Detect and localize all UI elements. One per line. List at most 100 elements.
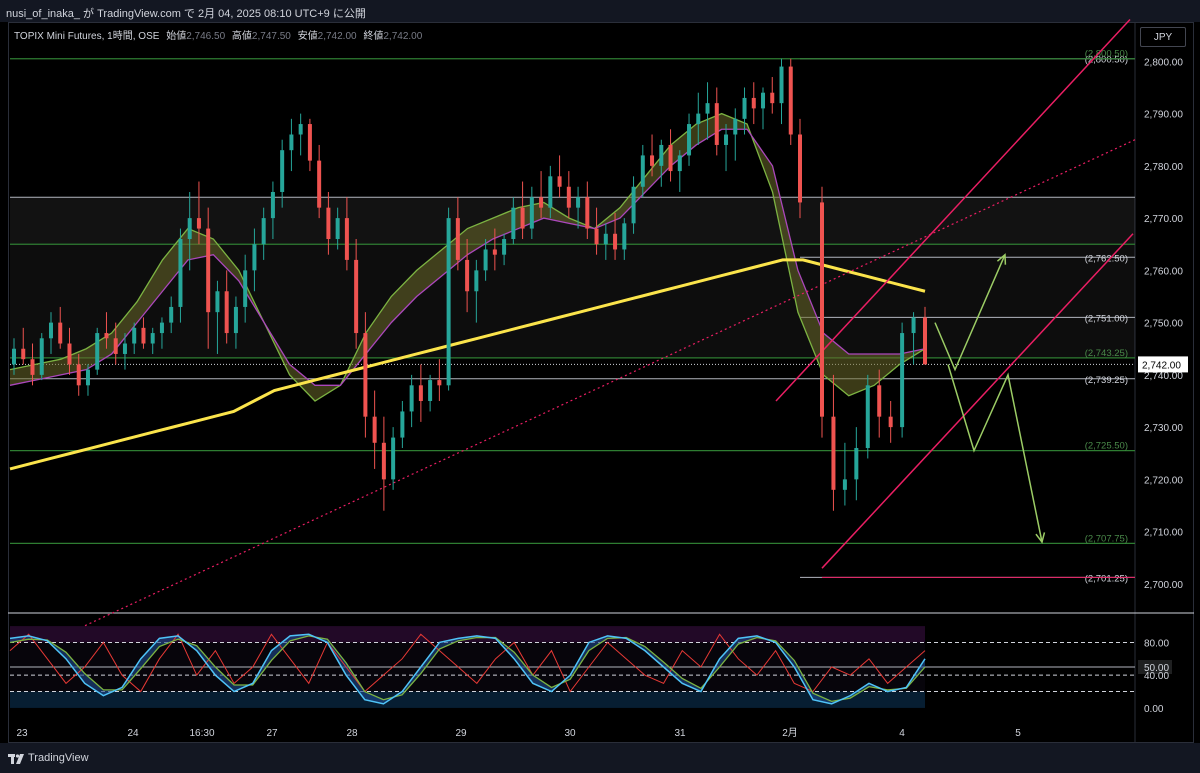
price-level-label: (2,762.50) <box>1085 253 1128 264</box>
candle-body <box>298 124 303 135</box>
candle-body <box>548 176 553 208</box>
candle-body <box>865 385 870 449</box>
x-tick-label: 29 <box>455 728 467 739</box>
candle-body <box>381 442 386 480</box>
x-tick-label: 24 <box>127 728 139 739</box>
candle-body <box>520 207 525 229</box>
projection-arrow-up-head <box>996 253 1007 265</box>
x-tick-label: 2月 <box>782 727 798 739</box>
high-label: 高値 <box>231 31 252 42</box>
currency-button[interactable]: JPY <box>1140 27 1186 47</box>
stoch-50-badge <box>1138 660 1172 674</box>
candle-body <box>911 317 916 334</box>
y-tick-label: 2,730.00 <box>1144 423 1183 434</box>
candle-body <box>12 348 16 365</box>
candle-body <box>159 322 164 334</box>
projection-arrow-up <box>934 254 1006 372</box>
candle-body <box>196 218 201 229</box>
stoch-y-tick-label: 50.00 <box>1144 663 1169 674</box>
y-tick-label: 2,800.00 <box>1144 57 1183 68</box>
y-tick-label: 2,780.00 <box>1144 162 1183 173</box>
candle-body <box>437 380 442 386</box>
candle-body <box>48 322 53 339</box>
candle-body <box>150 333 155 344</box>
current-price-badge <box>1138 356 1188 373</box>
price-level-label: (2,739.25) <box>1085 375 1128 386</box>
candle-body <box>594 228 599 245</box>
candle-body <box>714 103 719 145</box>
y-tick-label: 2,700.00 <box>1144 580 1183 591</box>
candle-body <box>326 207 331 240</box>
y-tick-label: 2,790.00 <box>1144 110 1183 121</box>
x-tick-label: 23 <box>16 728 28 739</box>
candle-body <box>854 448 859 480</box>
candle-body <box>687 124 692 156</box>
footer-brand: TradingView <box>28 752 89 764</box>
candle-body <box>877 385 882 417</box>
candle-body <box>474 270 479 292</box>
stoch-k-line <box>9 633 926 705</box>
candle-body <box>613 233 618 250</box>
high-value: 2,747.50 <box>251 31 291 42</box>
candle-body <box>391 437 396 480</box>
y-tick-label: 2,760.00 <box>1144 266 1183 277</box>
price-level-label: (2,800.50) <box>1085 55 1128 66</box>
candle-body <box>742 97 747 119</box>
candle-body <box>317 160 322 208</box>
footer-bar: TradingView <box>0 743 1200 773</box>
candle-body <box>831 416 836 490</box>
candle-body <box>289 134 294 151</box>
candle-body <box>640 155 645 187</box>
channel-upper-line <box>775 19 1131 402</box>
candle-body <box>779 66 784 104</box>
candle-body <box>770 92 775 104</box>
candle-body <box>511 207 516 240</box>
candle-body <box>751 97 756 109</box>
x-tick-label: 5 <box>1015 728 1021 739</box>
stoch-oversold-zone <box>10 691 925 708</box>
y-tick-label: 2,750.00 <box>1144 319 1183 330</box>
price-level-label: (2,725.50) <box>1085 441 1128 452</box>
candle-body <box>622 223 627 250</box>
candle-body <box>798 134 802 203</box>
stoch-y-tick-label: 40.00 <box>1144 671 1169 682</box>
candle-body <box>21 348 26 360</box>
symbol-title: TOPIX Mini Futures, 1時間, OSE <box>14 31 160 42</box>
candle-body <box>650 155 655 166</box>
projection-arrow-down <box>947 364 1043 543</box>
candle-body <box>85 369 90 386</box>
candle-body <box>104 333 109 339</box>
stoch-rsi-line <box>9 633 926 693</box>
candle-body <box>603 233 608 245</box>
candle-body <box>696 113 701 125</box>
candle-body <box>400 411 405 438</box>
publish-text: nusi_of_inaka_ が TradingView.com で 2月 04… <box>6 8 366 20</box>
candle-body <box>428 380 433 401</box>
candle-body <box>95 333 100 370</box>
candle-body <box>224 291 229 334</box>
candle-body <box>888 416 893 428</box>
y-tick-label: 2,710.00 <box>1144 528 1183 539</box>
candle-body <box>76 364 81 386</box>
candle-body <box>58 322 63 344</box>
symbol-legend: TOPIX Mini Futures, 1時間, OSE 始値2,746.50 … <box>14 27 422 42</box>
candle-body <box>539 197 544 208</box>
candle-body <box>113 338 118 354</box>
tradingview-logo-icon <box>8 754 24 764</box>
candle-body <box>529 197 534 229</box>
candle-body <box>233 306 238 334</box>
x-tick-label: 31 <box>674 728 686 739</box>
x-tick-label: 27 <box>266 728 278 739</box>
candle-body <box>724 134 729 145</box>
candle-body <box>252 244 257 271</box>
price-level-label: (2,743.25) <box>1085 348 1128 359</box>
x-tick-label: 4 <box>899 728 905 739</box>
price-level-label: (2,800.50) <box>1085 49 1128 60</box>
candle-body <box>67 343 72 365</box>
close-label: 終値 <box>363 31 384 42</box>
y-tick-label: 2,770.00 <box>1144 214 1183 225</box>
candle-body <box>132 327 137 344</box>
candle-body <box>307 124 312 161</box>
candle-body <box>631 186 636 224</box>
